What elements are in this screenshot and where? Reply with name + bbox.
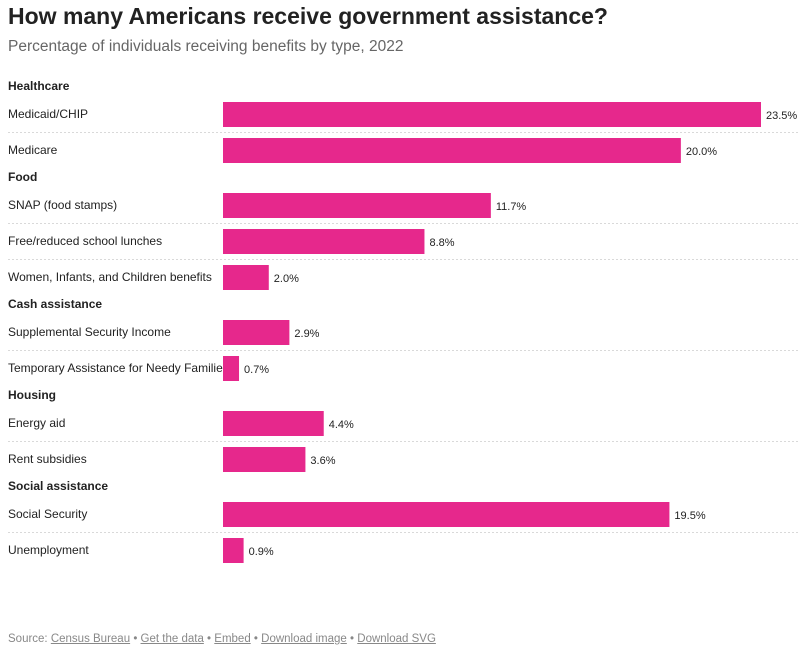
bar-category-label: Social Security bbox=[8, 507, 87, 521]
bar-category-label: Supplemental Security Income bbox=[8, 325, 171, 339]
bar-category-label: Medicare bbox=[8, 143, 58, 157]
chart-subtitle: Percentage of individuals receiving bene… bbox=[8, 38, 404, 55]
bar-value-label: 3.6% bbox=[310, 455, 335, 467]
bar-value-label: 19.5% bbox=[674, 510, 705, 522]
footer-separator: • bbox=[350, 633, 355, 645]
source-link[interactable]: Census Bureau bbox=[50, 633, 131, 645]
bar bbox=[223, 320, 290, 345]
bar-category-label: Women, Infants, and Children benefits bbox=[8, 270, 212, 284]
bar bbox=[223, 447, 306, 472]
bar-value-label: 0.9% bbox=[249, 546, 274, 558]
bar bbox=[223, 138, 681, 163]
footer-separator: • bbox=[253, 633, 258, 645]
bar-category-label: SNAP (food stamps) bbox=[8, 198, 117, 212]
bar bbox=[223, 411, 324, 436]
bar bbox=[223, 193, 491, 218]
bar-category-label: Energy aid bbox=[8, 416, 65, 430]
bar-value-label: 0.7% bbox=[244, 364, 269, 376]
bar bbox=[223, 265, 269, 290]
bar-value-label: 2.0% bbox=[274, 273, 299, 285]
embed-link[interactable]: Embed bbox=[214, 633, 251, 645]
bar-category-label: Unemployment bbox=[8, 543, 89, 557]
get-data-link[interactable]: Get the data bbox=[140, 633, 204, 645]
bar-value-label: 4.4% bbox=[329, 419, 354, 431]
bar-value-label: 2.9% bbox=[294, 328, 319, 340]
group-header: Food bbox=[8, 170, 37, 184]
bar-category-label: Rent subsidies bbox=[8, 452, 87, 466]
bar-category-label: Free/reduced school lunches bbox=[8, 234, 162, 248]
source-prefix: Source: bbox=[8, 633, 51, 645]
group-header: Cash assistance bbox=[8, 297, 102, 311]
chart-title: How many Americans receive government as… bbox=[8, 3, 608, 29]
bar bbox=[223, 356, 240, 381]
bar-value-label: 11.7% bbox=[496, 201, 527, 213]
group-header: Social assistance bbox=[8, 479, 108, 493]
bar bbox=[223, 229, 425, 254]
bar-value-label: 23.5% bbox=[766, 110, 797, 122]
group-header: Healthcare bbox=[8, 79, 70, 93]
group-header: Housing bbox=[8, 388, 56, 402]
bar bbox=[223, 102, 761, 127]
footer: Source: Census Bureau • Get the data • E… bbox=[8, 633, 436, 645]
bar-category-label: Temporary Assistance for Needy Families bbox=[8, 361, 229, 375]
bar bbox=[223, 538, 244, 563]
bar-value-label: 8.8% bbox=[429, 237, 454, 249]
download-svg-link[interactable]: Download SVG bbox=[357, 633, 436, 645]
footer-separator: • bbox=[133, 633, 138, 645]
bar-value-label: 20.0% bbox=[686, 146, 717, 158]
bar-category-label: Medicaid/CHIP bbox=[8, 107, 88, 121]
footer-separator: • bbox=[207, 633, 212, 645]
bar bbox=[223, 502, 670, 527]
download-image-link[interactable]: Download image bbox=[261, 633, 347, 645]
